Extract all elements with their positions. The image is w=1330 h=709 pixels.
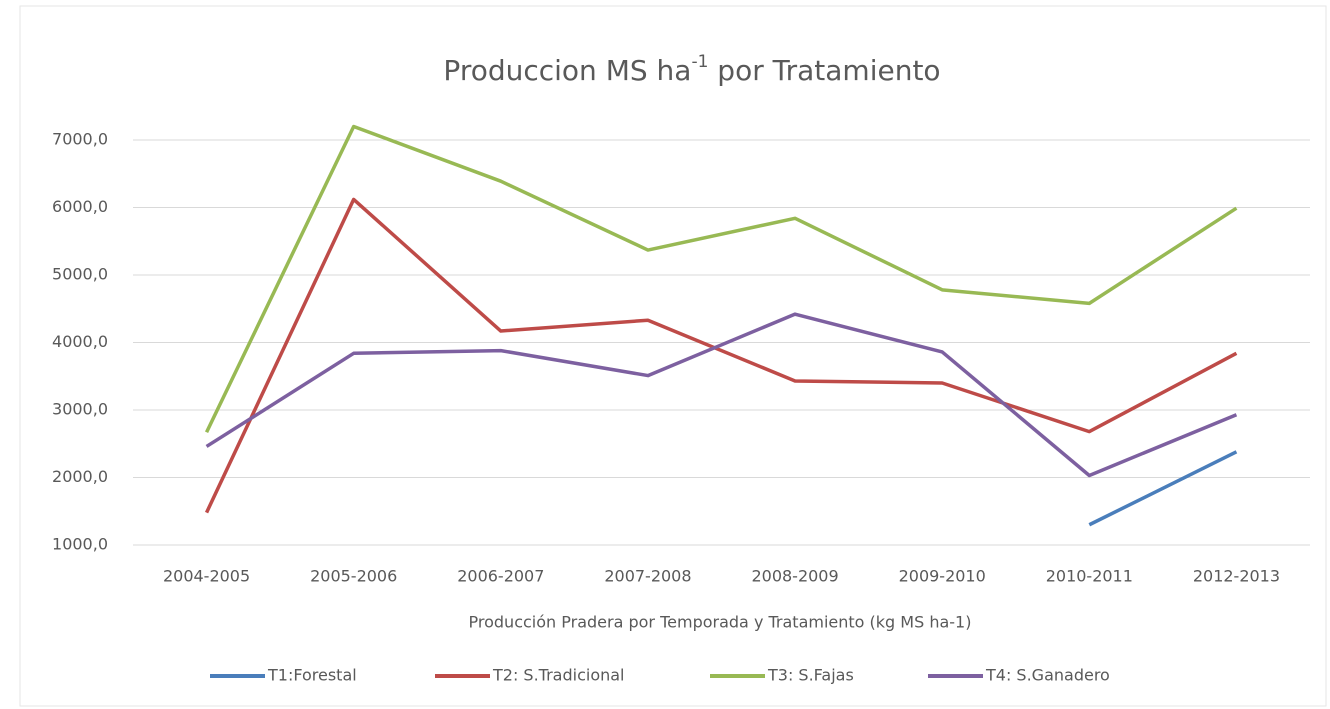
title-main: Produccion MS ha [443, 54, 691, 87]
x-tick-label: 2004-2005 [163, 567, 250, 586]
y-tick-label: 5000,0 [52, 265, 108, 284]
legend-label: T2: S.Tradicional [492, 666, 625, 685]
y-tick-label: 4000,0 [52, 332, 108, 351]
x-tick-label: 2009-2010 [899, 567, 986, 586]
title-rest: por Tratamiento [708, 54, 940, 87]
y-tick-label: 6000,0 [52, 197, 108, 216]
y-tick-label: 2000,0 [52, 467, 108, 486]
y-tick-label: 1000,0 [52, 535, 108, 554]
chart-area [19, 5, 1327, 707]
x-tick-label: 2007-2008 [604, 567, 691, 586]
title-superscript: -1 [691, 52, 708, 72]
legend-label: T4: S.Ganadero [985, 666, 1110, 685]
x-tick-label: 2008-2009 [751, 567, 838, 586]
series-line [204, 124, 1238, 434]
y-tick-label: 7000,0 [52, 130, 108, 149]
legend-label: T1:Forestal [267, 666, 357, 685]
series-line [204, 197, 1238, 514]
series-line [1088, 450, 1238, 527]
chart-title: Produccion MS ha-1 por Tratamiento [443, 52, 940, 87]
x-tick-label: 2005-2006 [310, 567, 397, 586]
x-tick-label: 2012-2013 [1193, 567, 1280, 586]
y-tick-label: 3000,0 [52, 400, 108, 419]
series-line [205, 312, 1238, 478]
x-axis-title: Producción Pradera por Temporada y Trata… [469, 613, 972, 632]
x-tick-label: 2010-2011 [1046, 567, 1133, 586]
x-tick-label: 2006-2007 [457, 567, 544, 586]
legend-label: T3: S.Fajas [767, 666, 854, 685]
